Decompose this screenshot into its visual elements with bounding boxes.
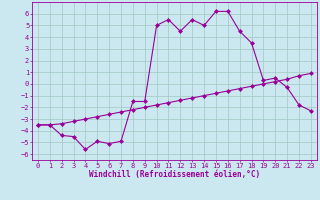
X-axis label: Windchill (Refroidissement éolien,°C): Windchill (Refroidissement éolien,°C) [89,170,260,179]
